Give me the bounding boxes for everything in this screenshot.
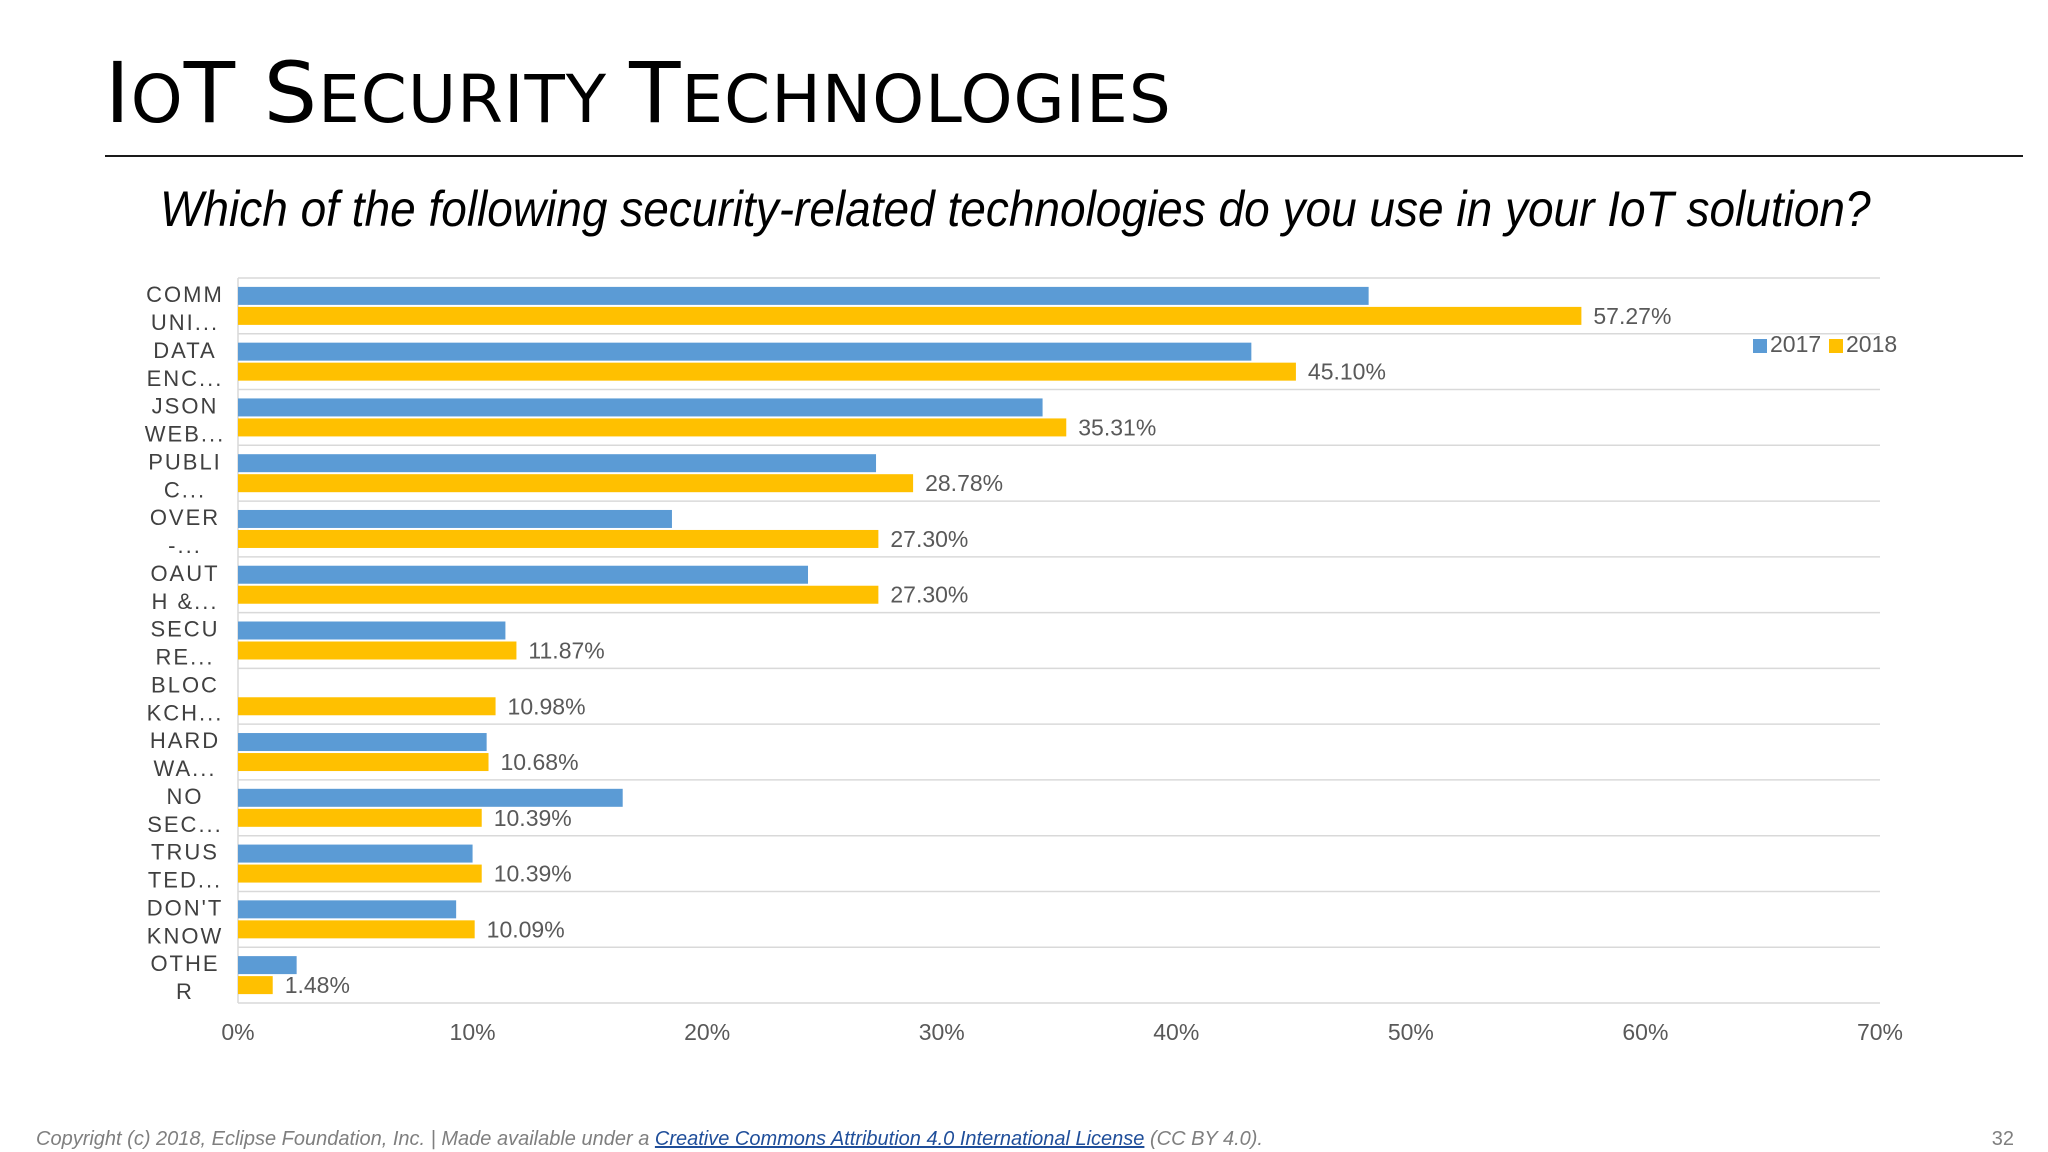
category-label: KCH... bbox=[147, 700, 224, 725]
x-tick-label: 70% bbox=[1857, 1019, 1903, 1045]
category-label: HARD bbox=[150, 728, 220, 753]
bar-2017 bbox=[238, 844, 473, 863]
data-label-2018: 10.09% bbox=[487, 916, 565, 942]
category-label: JSON bbox=[152, 394, 219, 419]
data-label-2018: 27.30% bbox=[890, 582, 968, 608]
x-tick-label: 50% bbox=[1388, 1019, 1434, 1045]
category-label: BLOC bbox=[151, 672, 219, 697]
category-label: WEB... bbox=[145, 422, 225, 447]
footer-suffix: (CC BY 4.0). bbox=[1144, 1128, 1263, 1150]
bar-2018 bbox=[238, 474, 914, 493]
data-label-2018: 45.10% bbox=[1308, 359, 1386, 385]
x-tick-label: 0% bbox=[221, 1019, 254, 1045]
bar-chart: 57.27% COMM UNI... 45.10% DATA ENC... 35.31% JS… bbox=[145, 277, 1903, 1045]
legend-label-2018: 2018 bbox=[1846, 331, 1897, 357]
bar-2018 bbox=[238, 529, 879, 548]
bar-2017 bbox=[238, 733, 487, 752]
legend-swatch-2017 bbox=[1753, 339, 1767, 353]
category-label: TRUS bbox=[151, 840, 219, 865]
slide-title: IOT SECURITY TECHNOLOGIES bbox=[105, 44, 1172, 142]
title-part: O bbox=[130, 61, 184, 138]
category-label: RE... bbox=[156, 645, 215, 670]
x-tick-label: 10% bbox=[450, 1019, 496, 1045]
bar-2017 bbox=[238, 454, 877, 473]
data-label-2018: 28.78% bbox=[925, 470, 1003, 496]
bar-2018 bbox=[238, 808, 482, 827]
category-label: DON'T bbox=[147, 895, 224, 920]
data-label-2018: 11.87% bbox=[528, 638, 604, 664]
data-label-2018: 35.31% bbox=[1078, 414, 1156, 440]
title-part: T bbox=[183, 44, 264, 142]
data-label-2018: 10.39% bbox=[494, 861, 572, 887]
bar-2018 bbox=[238, 864, 482, 883]
title-part: I bbox=[105, 44, 131, 142]
category-label: ENC... bbox=[147, 366, 224, 391]
data-label-2018: 10.98% bbox=[508, 693, 586, 719]
category-label: -... bbox=[168, 533, 202, 558]
bar-2018 bbox=[238, 976, 273, 995]
bar-2017 bbox=[238, 621, 506, 640]
bar-2018 bbox=[238, 920, 475, 939]
x-tick-label: 20% bbox=[684, 1019, 730, 1045]
category-label: DATA bbox=[153, 338, 216, 363]
title-part: ECHNOLOGIES bbox=[681, 61, 1172, 138]
x-tick-label: 40% bbox=[1153, 1019, 1199, 1045]
x-tick-label: 30% bbox=[919, 1019, 965, 1045]
bar-2018 bbox=[238, 306, 1582, 325]
title-part: S bbox=[263, 44, 319, 142]
bar-2018 bbox=[238, 753, 489, 772]
category-label: SEC... bbox=[147, 812, 223, 837]
bar-2017 bbox=[238, 956, 297, 975]
title-part: ECURITY bbox=[318, 61, 630, 138]
category-label: KNOW bbox=[147, 923, 223, 948]
category-label: NO bbox=[167, 784, 204, 809]
bar-2018 bbox=[238, 418, 1067, 437]
category-label: OAUT bbox=[150, 561, 219, 586]
data-label-2018: 10.39% bbox=[494, 805, 572, 831]
category-label: C... bbox=[164, 477, 206, 502]
bar-2017 bbox=[238, 509, 672, 528]
bar-2018 bbox=[238, 641, 517, 660]
bar-2017 bbox=[238, 788, 623, 807]
title-part: T bbox=[629, 44, 682, 142]
category-label: R bbox=[176, 979, 194, 1004]
license-link[interactable]: Creative Commons Attribution 4.0 Interna… bbox=[654, 1128, 1145, 1150]
survey-question: Which of the following security-related … bbox=[160, 181, 1871, 237]
bar-2017 bbox=[238, 286, 1369, 305]
x-tick-label: 60% bbox=[1622, 1019, 1668, 1045]
bar-2017 bbox=[238, 342, 1252, 361]
bar-2018 bbox=[238, 585, 879, 604]
category-label: PUBLI bbox=[148, 449, 222, 474]
category-label: COMM bbox=[146, 282, 224, 307]
category-label: H &... bbox=[151, 589, 218, 614]
data-label-2018: 57.27% bbox=[1593, 303, 1671, 329]
page-number: 32 bbox=[1991, 1128, 2014, 1150]
category-label: OVER bbox=[150, 505, 220, 530]
legend-label-2017: 2017 bbox=[1770, 331, 1821, 357]
legend-swatch-2018 bbox=[1829, 339, 1843, 353]
bar-2017 bbox=[238, 398, 1043, 417]
category-label: TED... bbox=[148, 868, 222, 893]
bar-2018 bbox=[238, 362, 1296, 381]
footer-prefix: Copyright (c) 2018, Eclipse Foundation, … bbox=[36, 1128, 655, 1150]
data-label-2018: 27.30% bbox=[890, 526, 968, 552]
category-label: UNI... bbox=[151, 310, 219, 335]
title-divider bbox=[105, 155, 2023, 157]
bar-2017 bbox=[238, 565, 809, 584]
bar-2017 bbox=[238, 900, 457, 919]
category-label: OTHE bbox=[150, 951, 219, 976]
category-label: SECU bbox=[150, 617, 219, 642]
data-label-2018: 10.68% bbox=[501, 749, 579, 775]
copyright-footer: Copyright (c) 2018, Eclipse Foundation, … bbox=[36, 1128, 1263, 1151]
data-label-2018: 1.48% bbox=[285, 972, 350, 998]
bar-2018 bbox=[238, 697, 496, 716]
category-label: WA... bbox=[154, 756, 217, 781]
